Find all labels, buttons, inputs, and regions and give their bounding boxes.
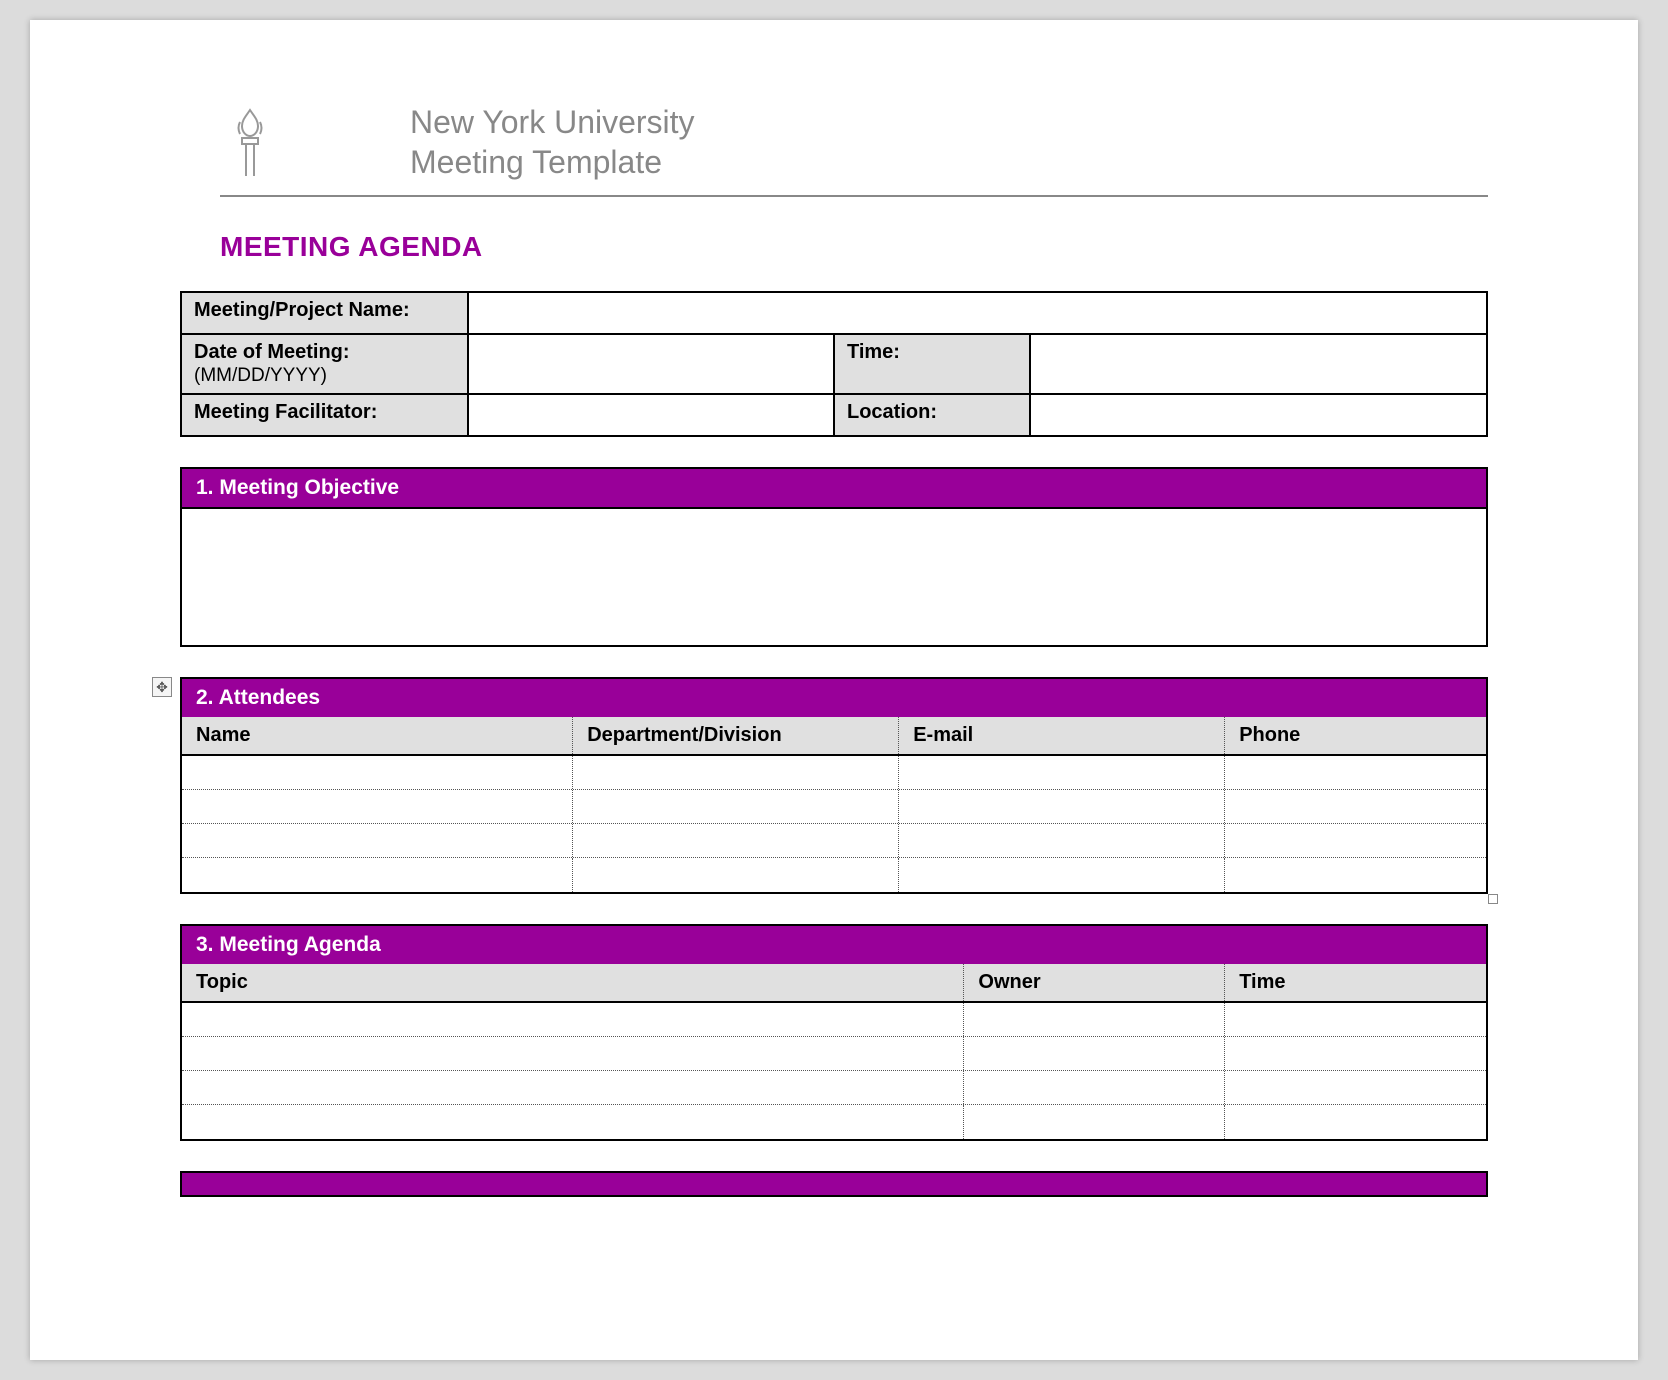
section-objective-body[interactable] — [180, 507, 1488, 647]
meta-row-facilitator: Meeting Facilitator: Location: — [181, 394, 1487, 436]
meta-label-facilitator: Meeting Facilitator: — [181, 394, 468, 436]
section-attendees: ✥ 2. Attendees Name Department/Division … — [180, 677, 1488, 894]
agenda-col-owner: Owner — [964, 964, 1225, 1001]
attendees-col-dept: Department/Division — [573, 717, 899, 754]
attendees-rows — [180, 756, 1488, 894]
section-next-partial — [180, 1171, 1488, 1197]
meta-label-time: Time: — [834, 334, 1030, 394]
page-title: MEETING AGENDA — [220, 231, 1488, 263]
table-move-handle-icon[interactable]: ✥ — [152, 677, 172, 697]
meeting-meta-table: Meeting/Project Name: Date of Meeting: (… — [180, 291, 1488, 437]
section-next-header-partial — [180, 1171, 1488, 1197]
meta-row-date: Date of Meeting: (MM/DD/YYYY) Time: — [181, 334, 1487, 394]
attendees-col-phone: Phone — [1225, 717, 1486, 754]
meta-value-facilitator[interactable] — [468, 394, 834, 436]
table-row[interactable] — [182, 858, 1486, 892]
table-row[interactable] — [182, 1037, 1486, 1071]
document-page: New York University Meeting Template MEE… — [30, 20, 1638, 1360]
attendees-col-email: E-mail — [899, 717, 1225, 754]
meta-label-project: Meeting/Project Name: — [181, 292, 468, 334]
meta-value-project[interactable] — [468, 292, 1487, 334]
agenda-rows — [180, 1003, 1488, 1141]
header-org-name: New York University — [410, 102, 1488, 142]
table-row[interactable] — [182, 824, 1486, 858]
page-header: New York University Meeting Template — [220, 100, 1488, 197]
meta-value-location[interactable] — [1030, 394, 1487, 436]
attendees-column-headers: Name Department/Division E-mail Phone — [180, 717, 1488, 756]
meta-value-time[interactable] — [1030, 334, 1487, 394]
section-objective: 1. Meeting Objective — [180, 467, 1488, 647]
section-agenda: 3. Meeting Agenda Topic Owner Time — [180, 924, 1488, 1141]
meta-label-date-text: Date of Meeting: — [194, 341, 350, 363]
torch-logo-icon — [220, 100, 280, 183]
document-viewport: New York University Meeting Template MEE… — [0, 0, 1668, 1380]
meta-label-location: Location: — [834, 394, 1030, 436]
agenda-col-topic: Topic — [182, 964, 964, 1001]
table-resize-handle-icon[interactable] — [1488, 894, 1498, 904]
table-row[interactable] — [182, 1071, 1486, 1105]
header-doc-type: Meeting Template — [410, 142, 1488, 182]
attendees-col-name: Name — [182, 717, 573, 754]
section-agenda-header: 3. Meeting Agenda — [180, 924, 1488, 964]
table-row[interactable] — [182, 1105, 1486, 1139]
table-row[interactable] — [182, 1003, 1486, 1037]
section-attendees-header: 2. Attendees — [180, 677, 1488, 717]
meta-row-project: Meeting/Project Name: — [181, 292, 1487, 334]
table-row[interactable] — [182, 790, 1486, 824]
table-row[interactable] — [182, 756, 1486, 790]
meta-label-date-format: (MM/DD/YYYY) — [194, 365, 327, 386]
meta-label-date: Date of Meeting: (MM/DD/YYYY) — [181, 334, 468, 394]
agenda-col-time: Time — [1225, 964, 1486, 1001]
section-objective-header: 1. Meeting Objective — [180, 467, 1488, 507]
meta-value-date[interactable] — [468, 334, 834, 394]
header-text-block: New York University Meeting Template — [410, 102, 1488, 182]
agenda-column-headers: Topic Owner Time — [180, 964, 1488, 1003]
